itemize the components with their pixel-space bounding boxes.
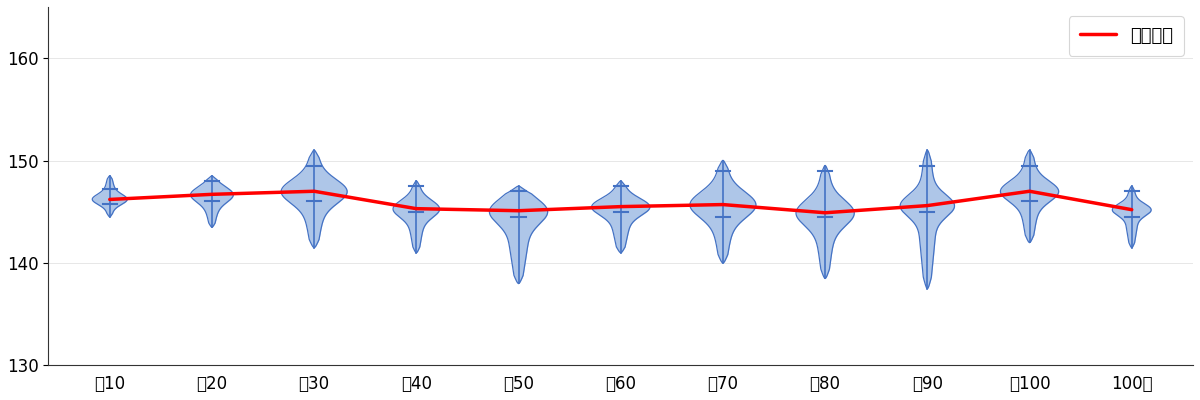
球速平均 xyxy=(920,203,935,208)
球速平均 xyxy=(307,189,322,194)
Legend: 球速平均: 球速平均 xyxy=(1069,16,1184,56)
Line: 球速平均: 球速平均 xyxy=(109,191,1132,213)
球速平均 xyxy=(1022,189,1037,194)
球速平均 xyxy=(102,197,116,202)
球速平均 xyxy=(818,210,833,215)
球速平均 xyxy=(613,204,628,209)
球速平均 xyxy=(409,206,424,211)
球速平均 xyxy=(205,192,220,197)
球速平均 xyxy=(1124,207,1139,212)
球速平均 xyxy=(511,208,526,213)
球速平均 xyxy=(715,202,730,207)
